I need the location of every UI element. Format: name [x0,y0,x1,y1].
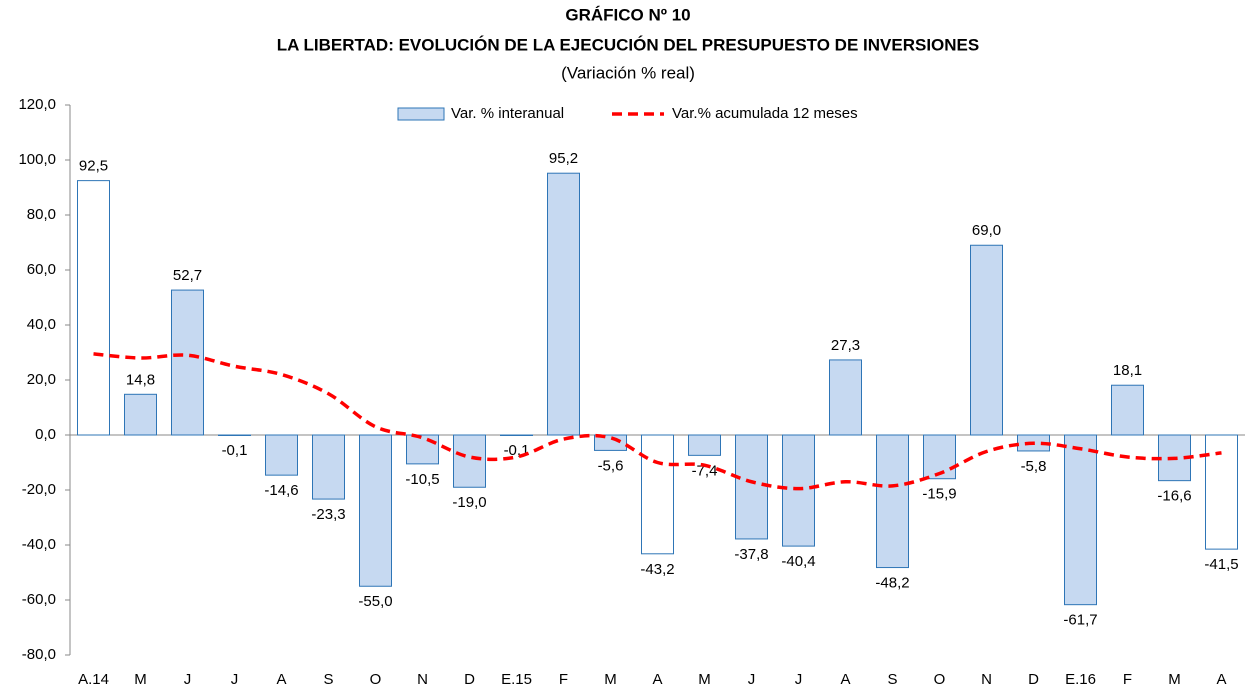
y-tick-label: -60,0 [22,591,56,608]
x-tick-label: A [840,671,850,688]
x-tick-label: A [276,671,286,688]
bar [876,434,909,569]
x-tick-label: J [795,671,803,688]
x-tick-label: M [134,671,147,688]
legend-label: Var. % interanual [451,105,564,122]
x-tick-label: D [1028,671,1039,688]
bar [1064,434,1097,606]
x-tick-label: M [1168,671,1181,688]
value-label: -16,6 [1157,488,1191,505]
x-tick-label: N [981,671,992,688]
value-label: -0,1 [222,442,248,459]
bar [829,359,862,436]
y-tick-label: 60,0 [27,261,56,278]
y-tick-label: 120,0 [18,96,56,113]
chart-subtitle: LA LIBERTAD: EVOLUCIÓN DE LA EJECUCIÓN D… [277,35,979,54]
legend-label: Var.% acumulada 12 meses [672,105,858,122]
x-tick-label: A.14 [78,671,109,688]
bar [688,434,721,456]
value-label: -23,3 [311,506,345,523]
y-tick-label: -40,0 [22,536,56,553]
value-label: -19,0 [452,494,486,511]
value-label: -40,4 [781,553,815,570]
x-tick-label: F [1123,671,1132,688]
value-label: 18,1 [1113,362,1142,379]
x-tick-label: N [417,671,428,688]
value-label: 52,7 [173,267,202,284]
value-label: -61,7 [1063,612,1097,629]
x-tick-label: J [184,671,192,688]
bar [547,172,580,436]
bar [782,434,815,547]
value-label: -15,9 [922,486,956,503]
bar [1205,434,1238,550]
value-label: 27,3 [831,337,860,354]
x-tick-label: E.16 [1065,671,1096,688]
bar [406,434,439,465]
bar [453,434,486,488]
chart-title: GRÁFICO Nº 10 [565,5,690,24]
x-tick-label: E.15 [501,671,532,688]
value-label: -55,0 [358,593,392,610]
value-label: 14,8 [126,371,155,388]
value-label: -41,5 [1204,556,1238,573]
y-tick-label: 100,0 [18,151,56,168]
value-label: -37,8 [734,546,768,563]
value-label: -10,5 [405,471,439,488]
bar [359,434,392,587]
bar [265,434,298,476]
x-tick-label: S [323,671,333,688]
legend-swatch [397,107,445,121]
x-tick-label: A [1216,671,1226,688]
x-tick-label: A [652,671,662,688]
value-label: 92,5 [79,158,108,175]
value-label: -5,6 [598,457,624,474]
y-tick-label: 40,0 [27,316,56,333]
x-tick-label: D [464,671,475,688]
bar [124,393,157,436]
bar [735,434,768,540]
bar [1111,384,1144,436]
bar [218,434,251,436]
value-label: 69,0 [972,222,1001,239]
y-tick-label: 20,0 [27,371,56,388]
x-tick-label: M [604,671,617,688]
bar [312,434,345,500]
bar [77,180,110,436]
bar [923,434,956,480]
value-label: -48,2 [875,575,909,592]
x-tick-label: M [698,671,711,688]
x-tick-label: J [748,671,756,688]
x-tick-label: O [934,671,946,688]
y-tick-label: -20,0 [22,481,56,498]
value-label: -14,6 [264,482,298,499]
y-tick-label: -80,0 [22,646,56,663]
x-tick-label: F [559,671,568,688]
value-label: -5,8 [1021,458,1047,475]
bar [171,289,204,436]
x-tick-label: O [370,671,382,688]
bar [970,244,1003,436]
x-tick-label: J [231,671,239,688]
line [93,352,1222,491]
bar [500,434,533,436]
x-tick-label: S [887,671,897,688]
value-label: -7,4 [692,462,718,479]
y-tick-label: 0,0 [35,426,56,443]
value-label: 95,2 [549,150,578,167]
y-tick-label: 80,0 [27,206,56,223]
value-label: -43,2 [640,561,674,578]
bar [641,434,674,555]
chart-note: (Variación % real) [561,63,695,82]
